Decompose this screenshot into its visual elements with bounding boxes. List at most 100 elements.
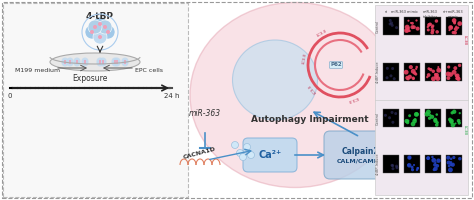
Text: Autophagy Impairment: Autophagy Impairment [251, 116, 369, 124]
Circle shape [408, 114, 411, 117]
Circle shape [69, 62, 71, 64]
Circle shape [417, 167, 419, 169]
Circle shape [389, 22, 392, 25]
Circle shape [407, 164, 410, 166]
Circle shape [411, 77, 415, 80]
Bar [425, 17, 441, 35]
Circle shape [73, 60, 81, 66]
Circle shape [103, 25, 107, 29]
Circle shape [62, 60, 69, 66]
Circle shape [454, 27, 458, 31]
Circle shape [407, 119, 410, 122]
Circle shape [411, 168, 414, 171]
Text: LC3-II: LC3-II [316, 29, 328, 38]
Circle shape [410, 166, 414, 169]
FancyBboxPatch shape [243, 138, 297, 172]
Circle shape [390, 74, 392, 77]
Circle shape [407, 77, 410, 80]
Circle shape [114, 60, 116, 62]
Circle shape [427, 26, 429, 28]
Circle shape [113, 58, 120, 64]
Circle shape [435, 73, 439, 77]
Circle shape [413, 118, 417, 121]
Circle shape [93, 25, 97, 29]
Circle shape [436, 164, 439, 168]
Ellipse shape [233, 40, 318, 120]
Bar [425, 155, 441, 173]
Text: 4-tBP-Induce: 4-tBP-Induce [376, 61, 380, 83]
Circle shape [450, 161, 452, 163]
Bar [425, 109, 441, 127]
Circle shape [82, 58, 89, 64]
Circle shape [395, 166, 399, 169]
Circle shape [453, 31, 457, 35]
Circle shape [455, 77, 458, 80]
Circle shape [436, 113, 438, 116]
Text: P62: P62 [330, 62, 342, 68]
Circle shape [102, 60, 104, 62]
Circle shape [452, 18, 456, 23]
Circle shape [93, 17, 107, 31]
Bar [446, 17, 462, 35]
Circle shape [412, 78, 415, 80]
Ellipse shape [190, 2, 400, 188]
Circle shape [435, 123, 438, 127]
Circle shape [450, 26, 453, 29]
Circle shape [412, 25, 416, 29]
Circle shape [446, 156, 450, 160]
Circle shape [426, 110, 431, 115]
Text: si+miR-363
mimic: si+miR-363 mimic [443, 10, 463, 19]
Circle shape [447, 65, 450, 69]
Circle shape [448, 25, 453, 30]
Circle shape [428, 25, 430, 27]
Circle shape [97, 58, 103, 64]
Circle shape [431, 24, 434, 28]
Text: 24 h: 24 h [164, 93, 180, 99]
Text: CACNA1D: CACNA1D [183, 146, 217, 160]
Circle shape [427, 28, 430, 31]
Circle shape [457, 119, 461, 123]
Circle shape [88, 20, 102, 34]
Circle shape [431, 70, 435, 73]
Circle shape [411, 69, 416, 74]
Text: 4-tBP-Induce: 4-tBP-Induce [376, 153, 380, 175]
Circle shape [410, 122, 415, 126]
Circle shape [453, 21, 456, 24]
Circle shape [449, 119, 454, 123]
Circle shape [410, 25, 414, 29]
Text: si: si [384, 10, 387, 14]
Circle shape [407, 163, 411, 168]
Circle shape [416, 169, 418, 171]
Circle shape [438, 66, 439, 68]
Circle shape [116, 62, 118, 64]
Circle shape [431, 76, 436, 81]
Circle shape [391, 24, 394, 27]
Circle shape [395, 26, 398, 29]
Circle shape [430, 31, 434, 34]
Circle shape [429, 114, 432, 117]
Circle shape [64, 62, 66, 64]
Circle shape [408, 75, 412, 79]
Circle shape [82, 60, 89, 66]
Circle shape [231, 142, 238, 148]
Circle shape [448, 165, 450, 167]
Circle shape [448, 29, 451, 31]
Circle shape [455, 74, 458, 77]
Bar [404, 63, 420, 81]
Text: miR-363: miR-363 [189, 108, 221, 117]
Circle shape [436, 158, 441, 163]
Bar [446, 155, 462, 173]
Text: LC3-II: LC3-II [346, 95, 358, 103]
Circle shape [429, 68, 432, 71]
Circle shape [427, 73, 430, 77]
Circle shape [98, 22, 102, 26]
Circle shape [458, 157, 462, 160]
Circle shape [450, 158, 452, 160]
Circle shape [247, 152, 255, 158]
Text: Control: Control [376, 111, 380, 125]
Circle shape [414, 73, 417, 76]
Circle shape [449, 120, 454, 124]
Bar [383, 63, 399, 81]
Circle shape [393, 77, 396, 80]
Circle shape [121, 60, 128, 66]
